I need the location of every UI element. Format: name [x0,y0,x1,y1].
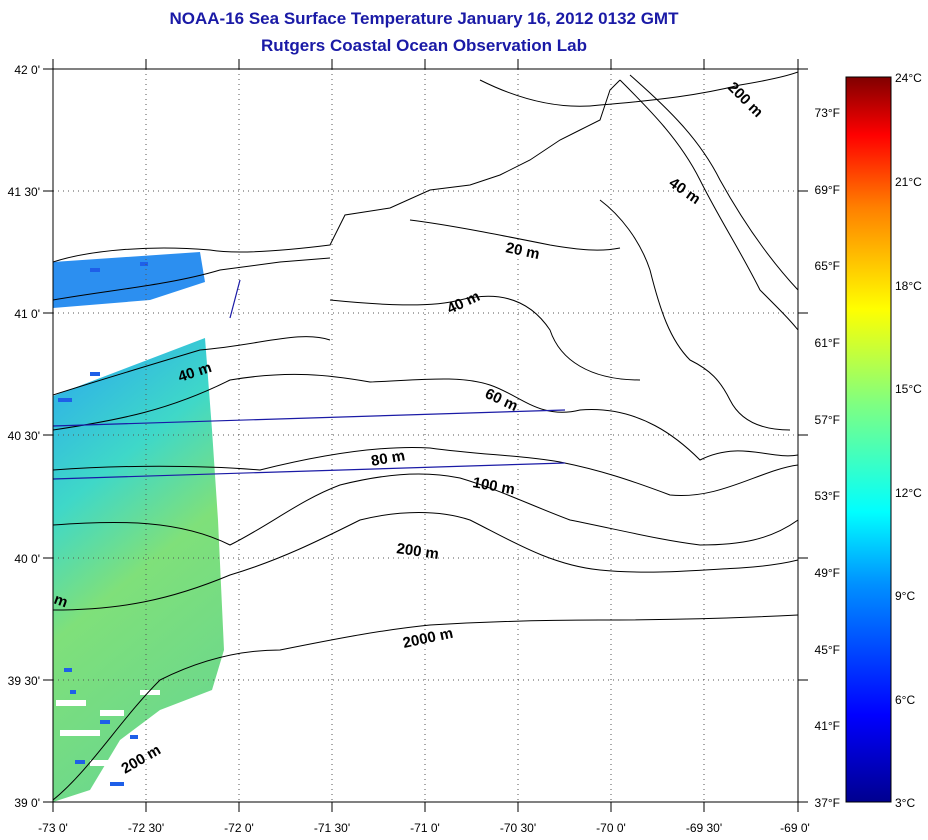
colorbar-fahrenheit-labels: 73°F 69°F 65°F 61°F 57°F 53°F 49°F 45°F … [815,106,840,810]
celsius-label: 21°C [895,175,922,189]
frame-ticks [43,59,808,812]
depth-200m [53,512,798,611]
celsius-label: 3°C [895,796,915,810]
canyon-contour [619,79,798,331]
depth-2000m [53,614,798,801]
fahrenheit-label: 49°F [815,566,840,580]
lon-label: -70 0' [596,821,626,835]
lon-label: -69 30' [686,821,722,835]
latitude-labels: 42 0' 41 30' 41 0' 40 30' 40 0' 39 30' 3… [8,63,40,810]
contour-label: 100 m [471,474,516,498]
contour-label: 20 m [504,239,541,263]
contour-label: 60 m [482,385,520,415]
lat-label: 39 30' [8,674,40,688]
celsius-label: 15°C [895,382,922,396]
canyon-contour-2 [629,74,798,291]
fahrenheit-label: 41°F [815,719,840,733]
celsius-label: 12°C [895,486,922,500]
depth-80m [53,446,798,497]
lat-label: 39 0' [14,796,40,810]
long-island-south-shore [53,257,331,301]
celsius-label: 18°C [895,279,922,293]
celsius-label: 9°C [895,589,915,603]
contour-label: 2000 m [401,625,454,652]
lon-label: -72 0' [224,821,254,835]
contour-label: m [52,591,70,612]
depth-100m [53,473,798,546]
coastline [53,79,621,263]
fahrenheit-label: 69°F [815,183,840,197]
contour-label: 80 m [370,447,407,470]
depth-20m [409,219,621,251]
gulf-of-maine-contour [479,71,798,107]
lon-label: -69 0' [780,821,810,835]
lon-label: -70 30' [500,821,536,835]
lon-label: -72 30' [128,821,164,835]
lat-label: 40 30' [8,429,40,443]
satellite-track-lines [52,279,566,480]
longitude-labels: -73 0' -72 30' -72 0' -71 30' -71 0' -70… [38,821,810,835]
map-subtitle: Rutgers Coastal Ocean Observation Lab [261,36,587,55]
fahrenheit-label: 37°F [815,796,840,810]
depth-60m [53,373,798,461]
fahrenheit-label: 45°F [815,643,840,657]
sst-swath [53,252,224,802]
map-title: NOAA-16 Sea Surface Temperature January … [169,9,679,28]
contour-label: 200 m [119,741,164,777]
fahrenheit-label: 61°F [815,336,840,350]
lat-label: 42 0' [14,63,40,77]
contour-label: 200 m [724,79,766,121]
fahrenheit-label: 65°F [815,259,840,273]
lat-label: 41 0' [14,307,40,321]
depth-40m-inner [329,295,641,381]
contour-label: 40 m [666,174,704,208]
cape-cod [599,199,791,431]
celsius-label: 6°C [895,693,915,707]
contour-label: 200 m [395,540,439,563]
lon-label: -73 0' [38,821,68,835]
colorbar-celsius-labels: 24°C 21°C 18°C 15°C 12°C 9°C 6°C 3°C [895,71,922,810]
lat-label: 40 0' [14,552,40,566]
celsius-label: 24°C [895,71,922,85]
lat-label: 41 30' [8,185,40,199]
fahrenheit-label: 57°F [815,413,840,427]
lon-label: -71 30' [314,821,350,835]
colorbar [845,76,892,803]
bathymetry-contours [53,71,798,801]
depth-40m [53,336,331,396]
fahrenheit-label: 53°F [815,489,840,503]
fahrenheit-label: 73°F [815,106,840,120]
lon-label: -71 0' [410,821,440,835]
graticule [53,69,798,802]
